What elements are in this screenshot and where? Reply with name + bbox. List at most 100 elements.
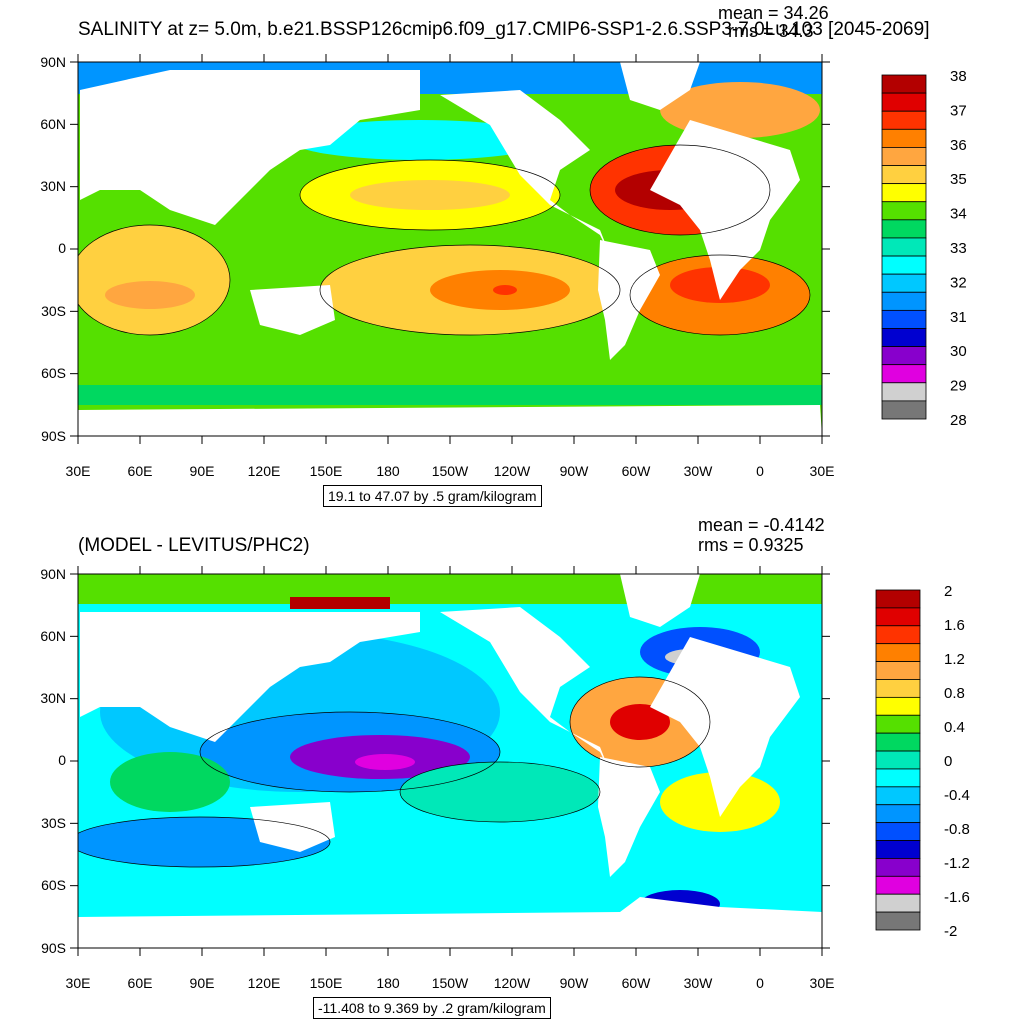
colorbar-label: 32 bbox=[950, 274, 967, 291]
colorbar: 2 1.6 1.2 0.8 0.4 0 -0.4 -0.8 -1.2 -1.6 -2 bbox=[875, 583, 970, 940]
africa-land bbox=[650, 120, 800, 300]
colorbar-label: 37 bbox=[950, 102, 967, 119]
contour-line bbox=[399, 761, 601, 823]
difference-panel: 90N 60N 30N 0 30S 60S 90S 30E 60E 90E 12… bbox=[0, 512, 1024, 1024]
indian-ocean-high bbox=[78, 225, 230, 335]
colorbar-swatch bbox=[875, 679, 921, 698]
lat-label: 90S bbox=[41, 940, 66, 956]
colorbar-swatch bbox=[875, 643, 921, 662]
colorbar-swatch bbox=[875, 589, 921, 609]
colorbar-swatch bbox=[881, 237, 927, 257]
colorbar-swatch bbox=[875, 732, 921, 752]
colorbar-label: -2 bbox=[944, 923, 957, 940]
arctic-band bbox=[78, 574, 822, 604]
lat-label: 60S bbox=[41, 365, 66, 381]
colorbar-swatch bbox=[875, 822, 921, 841]
antarctica-land bbox=[78, 405, 822, 436]
lon-label: 120E bbox=[248, 975, 281, 991]
colorbar-swatch bbox=[881, 255, 927, 275]
longitude-labels: 30E 60E 90E 120E 150E 180 150W 120W 90W … bbox=[66, 975, 835, 991]
colorbar-swatch bbox=[875, 750, 921, 770]
colorbar-swatch bbox=[875, 875, 921, 895]
contour-line bbox=[78, 816, 331, 868]
lon-label: 150W bbox=[432, 463, 469, 479]
indian-ocean-core bbox=[105, 281, 195, 309]
colorbar-label: 29 bbox=[950, 378, 967, 395]
contour-info-box: -11.408 to 9.369 by .2 gram/kilogram bbox=[313, 997, 551, 1019]
tick-marks bbox=[70, 566, 830, 956]
mean-label: mean = -0.4142 bbox=[698, 515, 825, 535]
australia-land bbox=[250, 802, 335, 852]
mean-label: mean = 34.26 bbox=[718, 3, 829, 23]
colorbar-label: 30 bbox=[950, 343, 967, 360]
colorbar-swatch bbox=[881, 183, 927, 203]
lat-label: 0 bbox=[58, 240, 66, 256]
africa-land bbox=[650, 637, 800, 817]
difference-map: 90N 60N 30N 0 30S 60S 90S 30E 60E 90E 12… bbox=[40, 566, 970, 991]
lon-label: 120W bbox=[494, 975, 531, 991]
colorbar-swatch bbox=[881, 400, 927, 420]
colorbar-label: 2 bbox=[944, 583, 952, 600]
lon-label: 150E bbox=[310, 463, 343, 479]
colorbar-swatch bbox=[881, 74, 927, 94]
lat-label: 90S bbox=[41, 428, 66, 444]
lon-label: 120E bbox=[248, 463, 281, 479]
contour-line bbox=[78, 224, 231, 336]
tick-marks bbox=[70, 54, 830, 444]
lon-label: 30E bbox=[810, 975, 835, 991]
lon-label: 30E bbox=[66, 463, 91, 479]
lon-label: 150W bbox=[432, 975, 469, 991]
lat-label: 90N bbox=[40, 566, 66, 582]
lon-label: 0 bbox=[756, 463, 764, 479]
lon-label: 90W bbox=[560, 463, 590, 479]
antarctic-margin bbox=[78, 385, 822, 405]
colorbar-swatch bbox=[875, 840, 921, 859]
lon-label: 30W bbox=[684, 463, 714, 479]
pacific-min-core bbox=[355, 754, 415, 770]
lon-label: 0 bbox=[756, 975, 764, 991]
eurasia-land bbox=[80, 70, 420, 225]
lon-label: 60E bbox=[128, 463, 153, 479]
south-america-land bbox=[598, 240, 660, 360]
colorbar-swatch bbox=[881, 309, 927, 329]
colorbar-label: 0 bbox=[944, 753, 952, 770]
colorbar: 38 37 36 35 34 33 32 31 30 29 28 bbox=[881, 68, 967, 429]
colorbar-swatch bbox=[875, 714, 921, 734]
colorbar-swatch bbox=[875, 858, 921, 877]
colorbar-label: 34 bbox=[950, 206, 967, 223]
colorbar-swatch bbox=[881, 364, 927, 384]
north-pacific-core bbox=[350, 180, 510, 210]
colorbar-label: 36 bbox=[950, 137, 967, 154]
contour-line bbox=[199, 711, 501, 793]
colorbar-swatch bbox=[881, 346, 927, 366]
south-pacific-max bbox=[493, 285, 517, 295]
greenland-land bbox=[620, 62, 700, 110]
latitude-labels: 90N 60N 30N 0 30S 60S 90S bbox=[40, 566, 66, 956]
colorbar-swatch bbox=[881, 328, 927, 347]
rms-label: rms = 34.3 bbox=[728, 21, 814, 41]
colorbar-label: 1.2 bbox=[944, 651, 965, 668]
lat-label: 30S bbox=[41, 815, 66, 831]
colorbar-swatch bbox=[881, 110, 927, 130]
map-title: (MODEL - LEVITUS/PHC2) bbox=[78, 535, 310, 556]
colorbar-swatch bbox=[881, 273, 927, 293]
australia-land bbox=[250, 285, 335, 335]
colorbar-swatch bbox=[881, 147, 927, 166]
colorbar-swatch bbox=[881, 201, 927, 221]
colorbar-label: 0.4 bbox=[944, 719, 965, 736]
contour-line bbox=[569, 676, 711, 768]
lon-label: 180 bbox=[376, 975, 400, 991]
north-america-land bbox=[440, 607, 610, 772]
colorbar-swatch bbox=[881, 92, 927, 112]
subpolar-pacific bbox=[290, 120, 550, 160]
colorbar-swatch bbox=[881, 291, 927, 311]
salinity-panel: 90N 60N 30N 0 30S 60S 90S 30E 60E 90E 12… bbox=[40, 3, 967, 507]
atlantic-pos-core bbox=[610, 704, 670, 740]
lon-label: 60W bbox=[622, 975, 652, 991]
contour-line bbox=[589, 144, 771, 236]
colorbar-swatch bbox=[875, 696, 921, 716]
colorbar-label: 28 bbox=[950, 412, 967, 429]
colorbar-label: 31 bbox=[950, 309, 967, 326]
salinity-map: 90N 60N 30N 0 30S 60S 90S 30E 60E 90E 12… bbox=[40, 54, 967, 479]
lon-label: 60W bbox=[622, 463, 652, 479]
